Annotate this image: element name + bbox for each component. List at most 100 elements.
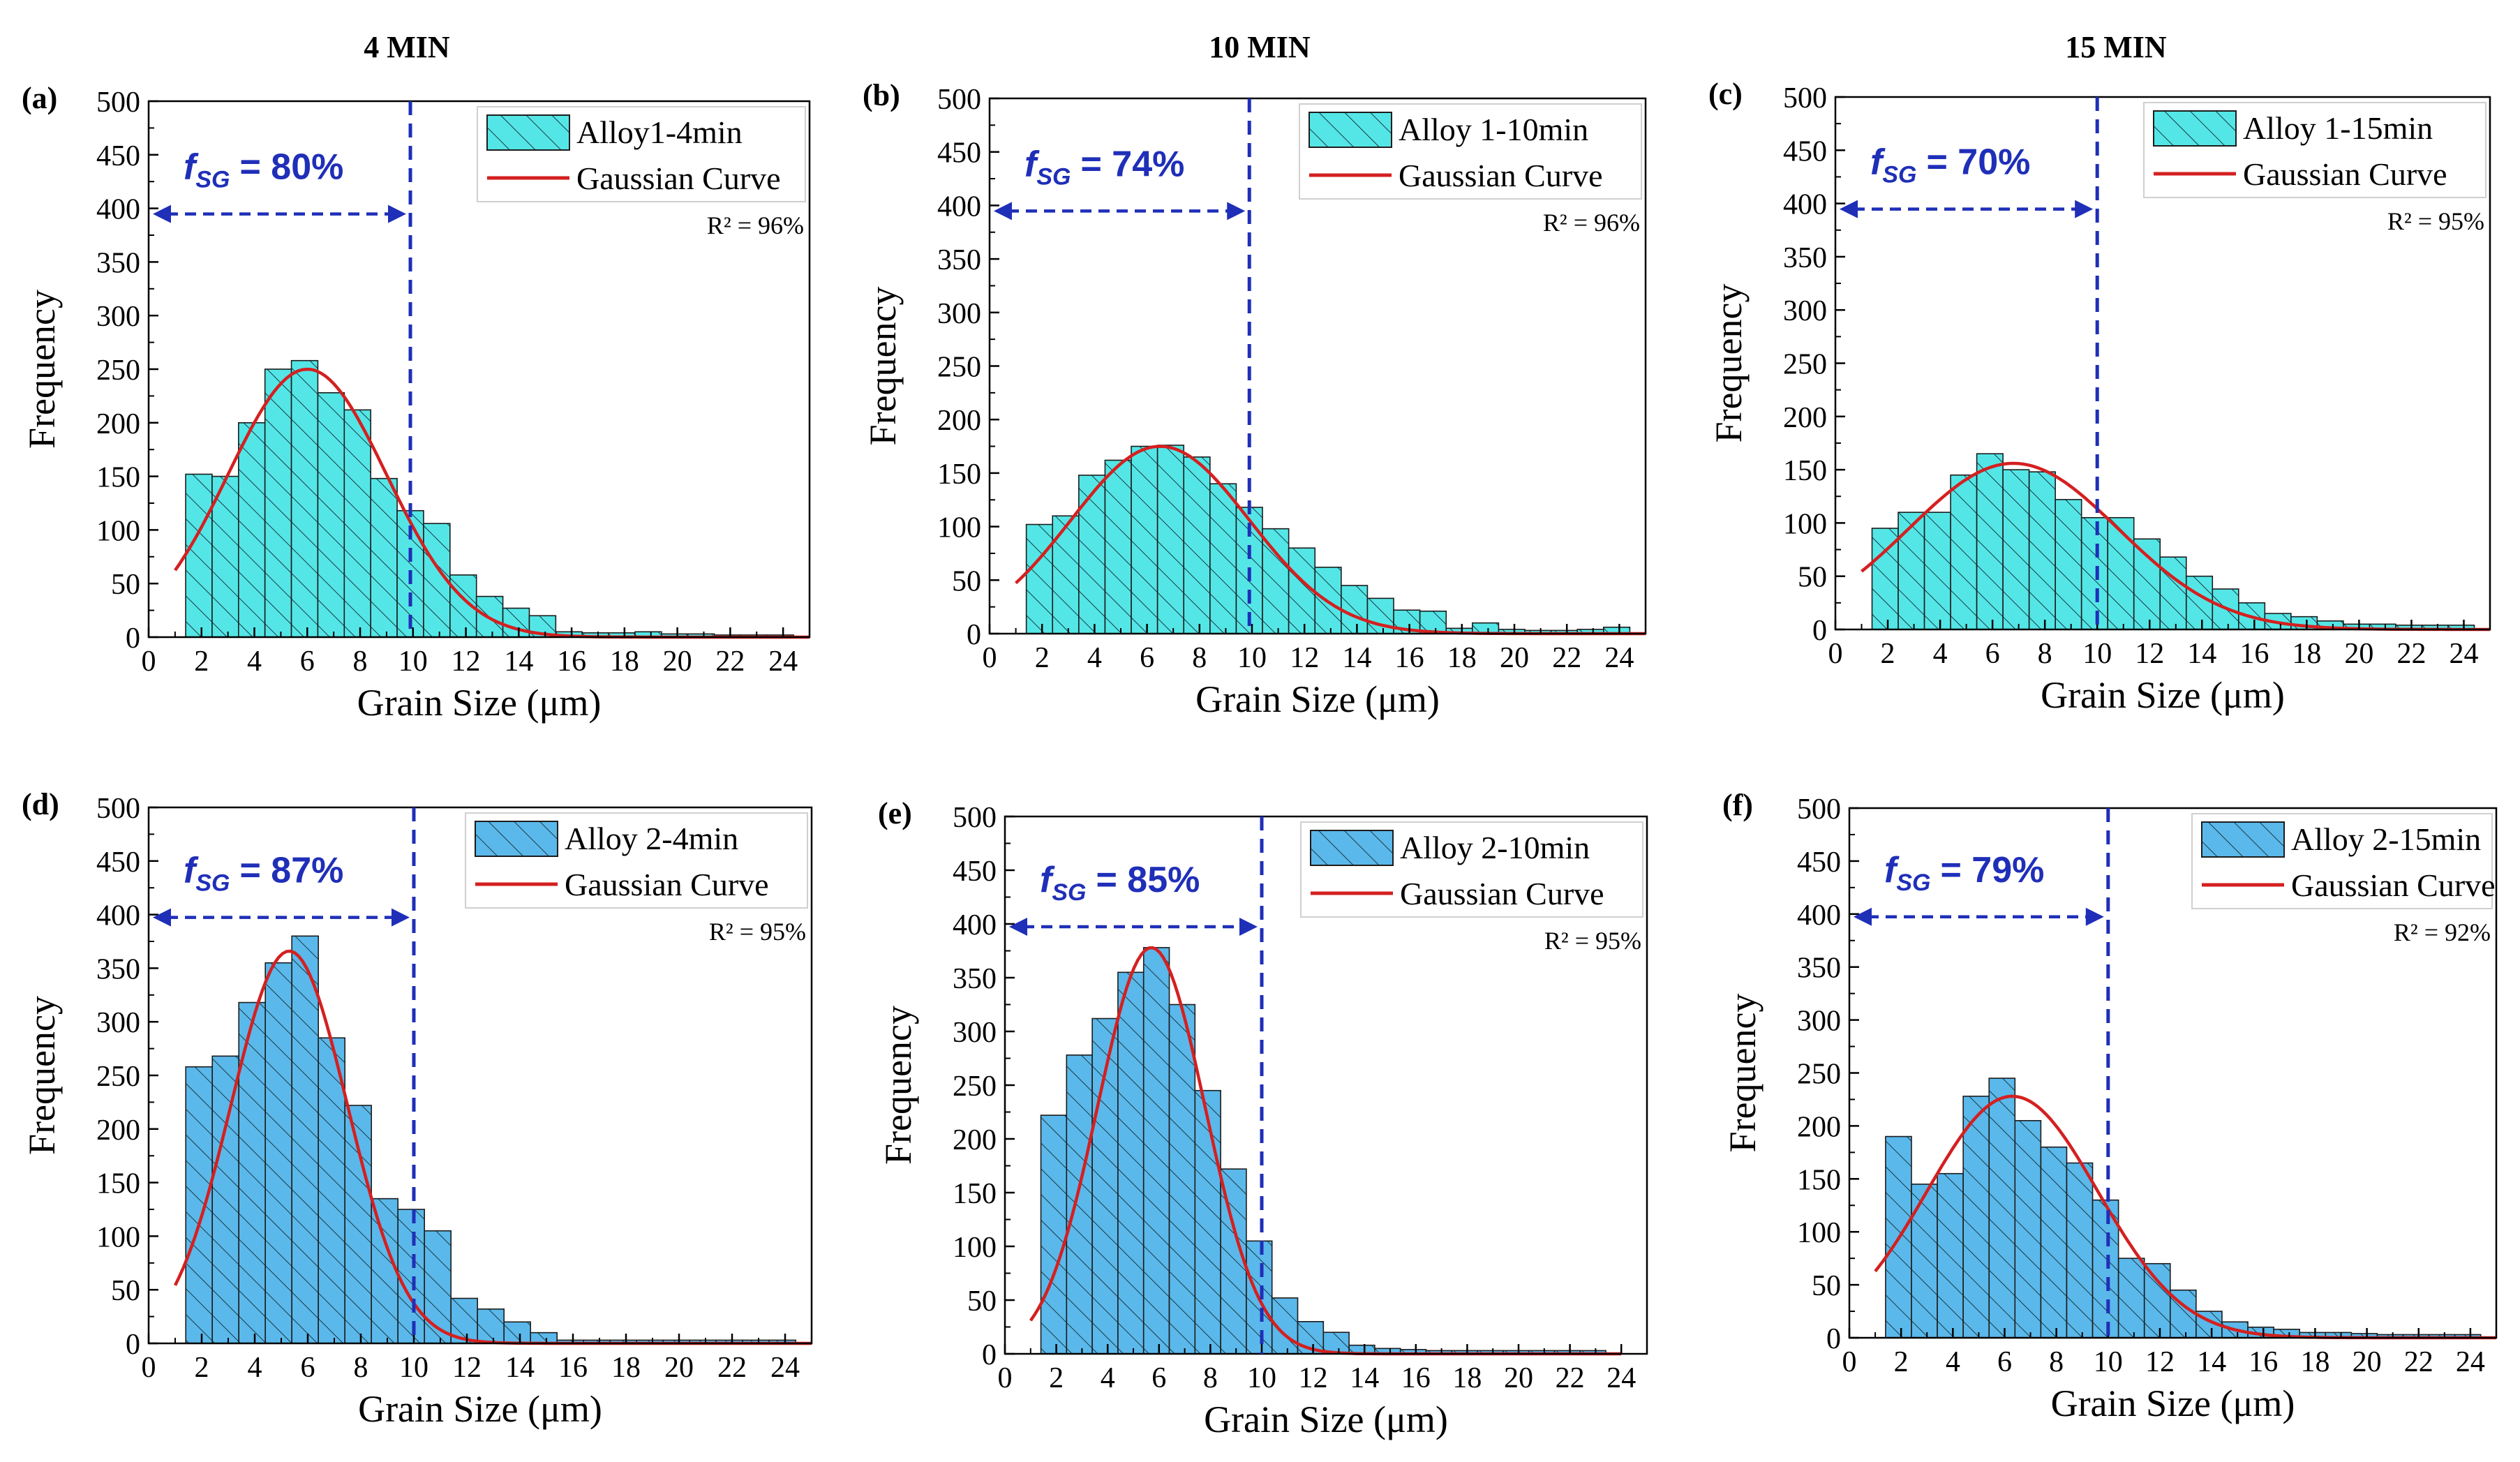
y-tick-label: 0 (126, 622, 140, 655)
x-tick-label: 18 (1452, 1362, 1482, 1394)
x-tick-label: 10 (399, 1352, 428, 1384)
legend-swatch-histogram (2153, 110, 2237, 147)
x-tick-label: 0 (1828, 638, 1843, 670)
histogram-bar (2066, 1162, 2094, 1338)
y-tick-label: 450 (1783, 135, 1827, 167)
legend: Alloy 2-15min Gaussian Curve (2191, 813, 2496, 909)
histogram-bar (1898, 512, 1925, 630)
histogram-bar (370, 477, 398, 638)
x-tick-label: 8 (1192, 642, 1207, 674)
y-tick-label: 200 (1797, 1111, 1841, 1143)
x-tick-label: 24 (770, 1352, 800, 1384)
x-tick-label: 20 (664, 1352, 694, 1384)
y-tick-label: 250 (1797, 1059, 1841, 1091)
fraction-annotation: fSG = 85% (1040, 860, 1200, 906)
column-title-4min: 4 MIN (364, 30, 450, 64)
y-tick-label: 200 (96, 408, 140, 440)
x-tick-label: 8 (354, 1352, 368, 1384)
x-tick-label: 18 (611, 1352, 641, 1384)
y-tick-label: 100 (96, 515, 140, 547)
y-tick-label: 50 (952, 565, 981, 597)
histogram-bar (1078, 475, 1106, 634)
y-tick-label: 100 (937, 512, 981, 544)
arrow-head-right (2075, 200, 2094, 218)
x-tick-label: 4 (247, 646, 262, 678)
x-axis-title: Grain Size (μm) (2051, 1382, 2295, 1424)
histogram-bar (2080, 516, 2109, 630)
y-tick-label: 400 (96, 900, 140, 932)
x-tick-label: 2 (195, 1352, 209, 1384)
legend-label-histogram: Alloy 1-10min (1399, 112, 1588, 147)
x-tick-label: 22 (2396, 638, 2426, 670)
x-tick-label: 22 (1552, 642, 1581, 674)
x-tick-label: 10 (1247, 1362, 1276, 1394)
histogram-bar (1142, 947, 1170, 1355)
x-tick-label: 6 (300, 646, 315, 678)
y-tick-label: 100 (953, 1232, 997, 1264)
y-tick-label: 200 (1783, 402, 1827, 434)
y-tick-label: 300 (96, 1007, 140, 1039)
x-tick-label: 0 (983, 642, 997, 674)
y-tick-label: 400 (96, 194, 140, 226)
x-tick-label: 14 (504, 646, 533, 678)
x-tick-label: 6 (1985, 638, 2000, 670)
legend-label-curve: Gaussian Curve (565, 867, 769, 902)
y-tick-label: 350 (937, 244, 981, 276)
x-tick-label: 14 (505, 1352, 535, 1384)
histogram-bar (1025, 523, 1054, 634)
x-axis-title: Grain Size (μm) (1195, 678, 1440, 720)
y-tick-label: 50 (1812, 1270, 1841, 1302)
fraction-value: = 70% (1926, 142, 2030, 183)
histogram-bar (1262, 528, 1290, 634)
column-title-15min: 15 MIN (2065, 30, 2167, 64)
histogram-bar (264, 368, 292, 638)
legend-swatch-histogram (486, 114, 570, 151)
x-tick-label: 12 (1299, 1362, 1328, 1394)
x-tick-label: 8 (353, 646, 368, 678)
fraction-subscript: SG (1052, 879, 1086, 906)
legend-label-curve: Gaussian Curve (2291, 867, 2496, 903)
histogram-bar (2133, 538, 2161, 630)
y-tick-label: 400 (1797, 900, 1841, 932)
x-tick-label: 14 (2197, 1346, 2226, 1378)
arrow-head-right (388, 204, 407, 223)
histogram-bar (1194, 1089, 1221, 1355)
y-tick-label: 300 (1797, 1006, 1841, 1038)
x-tick-label: 12 (2145, 1346, 2175, 1378)
x-tick-label: 22 (715, 646, 745, 678)
histogram-bar (1937, 1172, 1964, 1338)
histogram-bar (1066, 1054, 1093, 1355)
histogram-bar (477, 1308, 505, 1344)
y-tick-label: 150 (96, 1168, 140, 1200)
y-tick-label: 350 (1797, 953, 1841, 985)
y-tick-label: 350 (953, 963, 997, 995)
x-tick-label: 6 (1140, 642, 1154, 674)
fraction-symbol: f (1024, 144, 1040, 184)
y-tick-label: 350 (96, 247, 140, 279)
y-tick-label: 400 (937, 191, 981, 223)
y-tick-label: 0 (126, 1329, 140, 1361)
r-squared-label: R² = 95% (709, 918, 806, 946)
y-tick-label: 150 (953, 1178, 997, 1210)
y-tick-label: 500 (1797, 793, 1841, 826)
y-tick-label: 150 (1783, 455, 1827, 487)
x-tick-label: 20 (1500, 642, 1529, 674)
histogram-bar (2159, 556, 2187, 630)
y-tick-label: 150 (96, 462, 140, 494)
histogram-bar (1923, 512, 1951, 630)
x-tick-label: 20 (663, 646, 692, 678)
x-tick-label: 24 (2456, 1346, 2485, 1378)
y-tick-label: 0 (1826, 1323, 1841, 1355)
x-tick-label: 24 (1604, 642, 1634, 674)
fraction-symbol: f (184, 851, 199, 891)
legend-swatch-histogram (1309, 112, 1392, 148)
y-tick-label: 0 (1812, 615, 1827, 647)
y-tick-label: 0 (982, 1339, 997, 1371)
x-tick-label: 4 (1087, 642, 1102, 674)
r-squared-label: R² = 96% (1543, 209, 1640, 237)
y-axis-title: Frequency (21, 996, 63, 1155)
histogram-bar (1104, 459, 1132, 634)
y-tick-label: 500 (1783, 82, 1827, 114)
x-tick-label: 10 (2094, 1346, 2123, 1378)
